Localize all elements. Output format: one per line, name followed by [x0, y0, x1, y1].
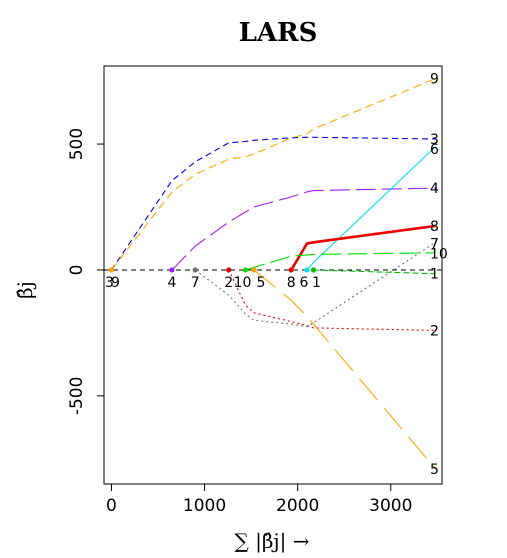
end-label: 2: [430, 323, 439, 339]
coef-path-4: [171, 187, 436, 271]
coefficient-paths: [110, 78, 436, 470]
entry-points: [108, 267, 317, 273]
entry-label: 3: [105, 275, 114, 291]
end-label: 10: [430, 247, 448, 263]
entry-dot-6: [304, 267, 310, 273]
chart-title: LARS: [239, 18, 318, 48]
end-label: 5: [430, 462, 439, 478]
axes: 0 1000 2000 3000 -500 0 500: [67, 65, 443, 516]
entry-label: 8: [287, 275, 296, 291]
coef-path-2: [228, 269, 436, 331]
entry-label: 5: [256, 275, 265, 291]
end-label: 1: [430, 267, 439, 283]
entry-dot-4: [169, 267, 175, 273]
x-tick-label: 1000: [183, 496, 226, 516]
y-tick-label: 500: [67, 128, 87, 160]
end-label: 4: [430, 181, 439, 197]
x-tick-label: 2000: [276, 496, 319, 516]
y-tick-label: -500: [67, 377, 87, 416]
entry-label: 7: [191, 275, 200, 291]
end-label: 9: [430, 72, 439, 88]
coef-path-1: [313, 269, 436, 275]
x-tick-label: 3000: [369, 496, 412, 516]
entry-dot-7: [192, 267, 198, 273]
entry-label: 2: [224, 275, 233, 291]
entry-dot-1: [310, 267, 317, 273]
y-tick-label: 0: [67, 265, 87, 276]
entry-dot-5: [251, 267, 257, 273]
entry-label: 1: [312, 275, 321, 291]
coef-path-3: [110, 136, 436, 271]
end-label: 6: [430, 142, 439, 158]
coef-path-6: [306, 146, 436, 271]
entry-dot-8: [288, 267, 294, 273]
entry-dot-10: [242, 267, 249, 273]
end-label: 8: [430, 219, 439, 235]
coef-path-8: [290, 224, 436, 271]
x-tick-label: 0: [106, 496, 117, 516]
end-label: 7: [430, 237, 439, 253]
coef-path-9: [110, 78, 436, 271]
x-axis-label: ∑ |β̂j| →: [235, 529, 310, 554]
entry-label: 10: [234, 275, 252, 291]
entry-dot-9: [108, 267, 115, 273]
y-axis-label: β̂j: [13, 281, 37, 299]
end-label: 3: [430, 132, 439, 148]
entry-label: 6: [300, 275, 309, 291]
plot-frame: [103, 65, 443, 485]
coef-path-5: [253, 269, 436, 470]
entry-label: 4: [168, 275, 177, 291]
entry-dot-2: [226, 267, 232, 273]
entry-label: 9: [111, 275, 120, 291]
coef-path-7: [194, 241, 436, 328]
